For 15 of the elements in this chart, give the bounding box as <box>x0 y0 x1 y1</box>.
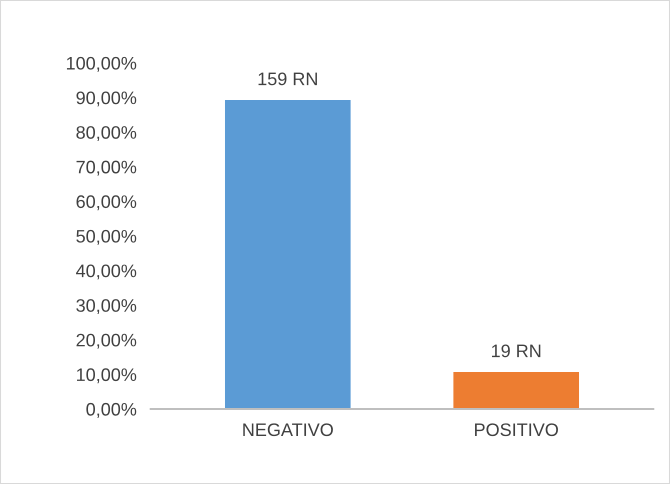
y-tick-label: 90,00% <box>76 91 136 106</box>
annotation: 159 RN <box>258 72 317 86</box>
x-tick-label: NEGATIVO <box>243 423 333 436</box>
y-tick-label: 0,00% <box>86 402 136 418</box>
x-tick-label: POSITIVO <box>475 423 558 436</box>
y-tick-label: 30,00% <box>76 299 136 314</box>
y-tick-label: 50,00% <box>76 230 136 245</box>
y-tick-label: 70,00% <box>76 160 136 176</box>
y-tick-label: 10,00% <box>77 368 136 384</box>
annotation: 19 RN <box>492 344 540 358</box>
y-tick-label: 60,00% <box>76 195 136 210</box>
y-tick-label: 40,00% <box>76 264 136 280</box>
y-tick-label: 20,00% <box>76 334 136 349</box>
y-tick-label: 100,00% <box>66 56 136 72</box>
y-tick-label: 80,00% <box>76 126 136 141</box>
